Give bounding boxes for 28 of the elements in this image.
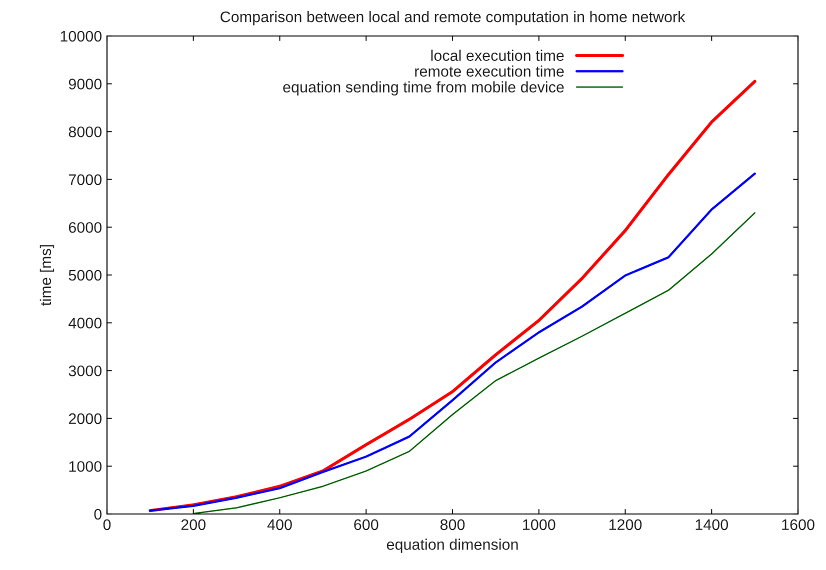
x-tick-label: 0 (103, 519, 111, 530)
y-tick-label: 3000 (68, 365, 102, 376)
y-tick-label: 10000 (60, 30, 102, 42)
y-tick-label: 9000 (68, 78, 102, 90)
x-tick-label: 800 (440, 519, 465, 530)
x-tick-label: 1200 (609, 519, 642, 530)
y-tick-label: 8000 (68, 126, 102, 138)
chart-title: Comparison between local and remote computation in home network (220, 11, 686, 26)
legend-label: local execution time (431, 50, 564, 61)
x-tick-label: 400 (267, 519, 292, 530)
x-axis-title: equation dimension (386, 538, 518, 553)
x-tick-label: 1400 (696, 519, 728, 530)
x-tick-label: 1000 (523, 519, 556, 530)
x-tick-label: 600 (354, 519, 378, 530)
y-tick-label: 7000 (68, 174, 102, 186)
y-tick-label: 4000 (68, 318, 102, 328)
x-tick-label: 1600 (782, 519, 814, 530)
y-tick-label: 6000 (68, 222, 102, 233)
legend-label: equation sending time from mobile device (283, 81, 564, 96)
y-tick-label: 1000 (69, 461, 102, 472)
line-series (192, 212, 756, 514)
line-series (149, 172, 756, 512)
x-tick-label: 200 (181, 519, 206, 530)
y-tick-label: 2000 (68, 413, 102, 424)
y-tick-label: 5000 (68, 270, 102, 281)
y-tick-label: 0 (94, 508, 102, 520)
y-axis-title: time [ms] (40, 245, 54, 306)
legend-label: remote execution time (415, 66, 564, 77)
